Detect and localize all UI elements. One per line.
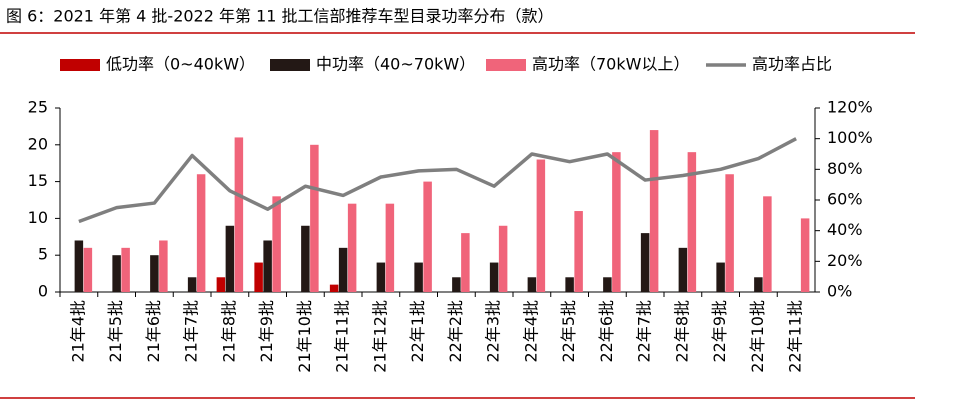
bar [234,137,244,292]
x-tick-label: 21年12批 [370,300,389,373]
bar [565,277,574,292]
y-tick-label: 10 [28,208,48,227]
y-tick-label: 15 [28,171,48,190]
y-tick-label: 0 [38,282,48,301]
x-tick-label: 22年9批 [710,300,729,363]
bar [385,203,395,292]
y2-tick-label: 100% [827,128,873,147]
line-series [78,137,797,224]
bar [489,262,499,292]
bar [263,240,272,292]
x-tick-label: 21年6批 [144,300,163,363]
y2-tick-label: 40% [827,220,863,239]
x-tick-label: 22年1批 [408,300,427,363]
x-tick-label: 21年4批 [68,300,87,363]
bar [687,152,697,292]
bar [716,262,725,292]
bar [574,211,583,292]
bar [725,174,734,292]
bar [187,277,197,292]
x-tick-label: 22年7批 [635,300,654,363]
x-tick-label: 21年9批 [257,300,276,363]
bar [254,262,263,292]
bar [536,159,546,292]
y2-tick-label: 60% [827,190,863,209]
bar [612,152,621,292]
bar [301,225,310,292]
bar [225,225,235,292]
x-tick-label: 22年4批 [521,300,540,363]
x-tick-label: 21年10批 [295,300,314,373]
legend-label: 低功率（0~40kW） [106,55,255,74]
bar [347,203,357,292]
bar [763,196,772,292]
bar [640,233,650,292]
x-tick-label: 21年7批 [182,300,201,363]
chart-title: 图 6：2021 年第 4 批-2022 年第 11 批工信部推荐车型目录功率分… [6,7,554,26]
legend-swatch [60,59,100,71]
bar [603,277,612,292]
x-tick-label: 22年10批 [748,300,767,373]
bar [461,233,470,292]
x-tick-label: 22年6批 [597,300,616,363]
bar [527,277,537,292]
bar [498,225,508,292]
y2-tick-label: 0% [827,282,852,301]
bar [678,247,688,292]
x-tick-label: 22年3批 [484,300,503,363]
bar [754,277,763,292]
x-tick-label: 21年5批 [106,300,125,363]
y-tick-label: 20 [28,134,48,153]
bar [310,144,319,292]
bar [649,130,659,292]
legend-swatch [486,59,526,71]
x-tick-label: 22年8批 [672,300,691,363]
y2-tick-label: 120% [827,98,873,117]
bar [414,262,423,292]
legend-swatch [270,59,310,71]
y-tick-label: 25 [28,98,48,117]
bar [196,174,206,292]
legend-label: 高功率（70kW以上） [532,55,689,74]
legend-label: 中功率（40~70kW） [316,55,475,74]
y2-tick-label: 20% [827,251,863,270]
bar [423,181,432,292]
bar [272,196,281,292]
bar [112,255,121,292]
x-tick-label: 22年11批 [786,300,805,373]
x-tick-label: 21年8批 [219,300,238,363]
bar [159,240,168,292]
bar [74,240,84,292]
bar [83,247,93,292]
bar [452,277,461,292]
bar [338,247,348,292]
x-tick-label: 22年5批 [559,300,578,363]
y2-tick-label: 80% [827,159,863,178]
bar [800,218,810,292]
x-tick-label: 21年11批 [333,300,352,373]
bar [376,262,386,292]
bar [121,247,130,292]
bar [329,284,339,292]
legend-label: 高功率占比 [752,55,832,74]
bar [150,255,159,292]
x-tick-label: 22年2批 [446,300,465,363]
y-tick-label: 5 [38,245,48,264]
bar [216,277,226,292]
